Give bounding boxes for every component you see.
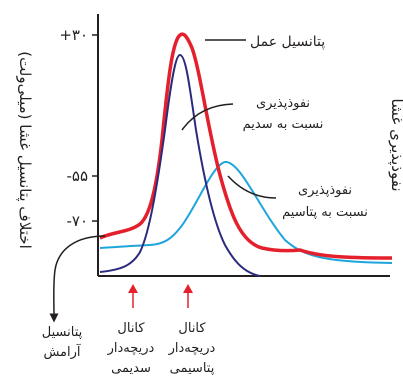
sodium-channel-label-line3: سدیمی: [111, 361, 151, 376]
potassium-channel-label-line3: پتاسیمی: [170, 361, 215, 376]
potassium-leader: [227, 175, 277, 199]
potassium-channel-arrow-head: [183, 284, 193, 293]
resting-potential-label-line1: پتانسیل: [42, 325, 83, 340]
potassium-channel-label-line2: دریچه‌دار: [168, 341, 216, 356]
y-axis-label: اختلاف پتانسیل غشا (میلی‌ولت): [15, 51, 34, 249]
sodium-channel-arrow-head: [128, 284, 138, 293]
sodium-leader: [181, 103, 234, 131]
potassium-channel-label-line1: کانال: [178, 321, 206, 336]
sodium-permeability-curve: [99, 53, 261, 277]
potassium-label-line2: نسبت به پتاسیم: [282, 205, 368, 220]
tick-label-minus55: -۵۵: [66, 167, 88, 185]
potassium-label-line1: نفوذپذیری: [298, 183, 352, 198]
tick-label-minus70: -۷۰: [66, 212, 88, 230]
sodium-channel-label-line1: کانال: [117, 321, 145, 336]
resting-potential-label-line2: آرامش: [43, 343, 81, 360]
sodium-label-line2: نسبت به سدیم: [243, 117, 324, 132]
action-potential-label: پتانسیل عمل: [250, 34, 325, 50]
action-potential-curve: [99, 32, 393, 260]
tick-label-plus30: +۳۰: [59, 26, 88, 44]
sodium-label-line1: نفوذپذیری: [256, 96, 310, 111]
sodium-channel-label-line2: دریچه‌دار: [107, 341, 155, 356]
right-axis-label: نفوذپذیری غشا: [387, 99, 403, 192]
resting-potential-arrow: [49, 235, 106, 323]
